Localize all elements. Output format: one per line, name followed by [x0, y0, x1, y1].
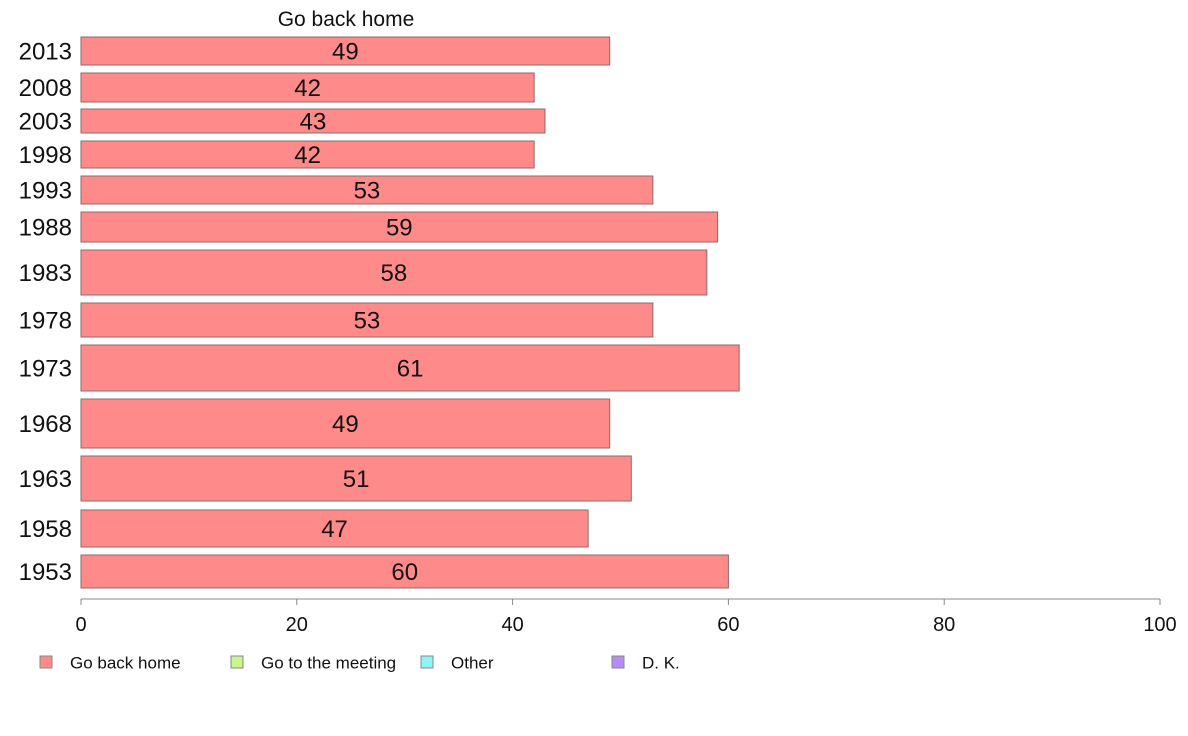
- category-label-1973: 1973: [19, 356, 72, 383]
- series-title: Go back home: [278, 8, 415, 31]
- bar-1978: [80, 302, 654, 338]
- bar-value-label-1998: 42: [294, 142, 321, 169]
- category-label-1963: 1963: [19, 466, 72, 493]
- bar-2008: [80, 72, 535, 103]
- category-label-2013: 2013: [19, 39, 72, 66]
- x-axis: 0 20 40 60 80 100: [75, 598, 1177, 636]
- legend: Go back home Go to the meeting Other D. K.: [39, 654, 680, 673]
- bar-value-label-1983: 58: [381, 260, 408, 287]
- legend-swatch-2: [230, 655, 244, 669]
- category-label-1958: 1958: [19, 516, 72, 543]
- bar-value-label-2008: 42: [294, 75, 321, 102]
- bar-2013: [80, 36, 611, 66]
- bar-1988: [80, 211, 719, 243]
- category-label-1968: 1968: [19, 411, 72, 438]
- x-tick-label-60: 60: [717, 614, 739, 636]
- legend-swatch-1: [39, 655, 53, 669]
- category-label-1993: 1993: [19, 178, 72, 205]
- bar-1973: [80, 344, 740, 392]
- x-tick-label-20: 20: [286, 614, 308, 636]
- category-label-1983: 1983: [19, 260, 72, 287]
- category-label-1988: 1988: [19, 215, 72, 242]
- legend-label-2: Go to the meeting: [261, 654, 396, 673]
- bar-value-label-2013: 49: [332, 39, 359, 66]
- bar-1958: [80, 509, 589, 548]
- legend-label-1: Go back home: [70, 654, 181, 673]
- bar-value-label-1963: 51: [343, 466, 370, 493]
- bar-1998: [80, 140, 535, 169]
- x-tick-label-40: 40: [501, 614, 523, 636]
- bar-2003: [80, 108, 546, 134]
- x-tick-label-0: 0: [75, 614, 86, 636]
- bar-1953: [80, 554, 729, 589]
- bar-value-label-1978: 53: [354, 308, 381, 335]
- bar-1963: [80, 455, 632, 502]
- bar-value-label-1958: 47: [321, 516, 348, 543]
- bar-value-label-2003: 43: [300, 109, 327, 136]
- x-tick-label-100: 100: [1143, 614, 1176, 636]
- category-label-1998: 1998: [19, 142, 72, 169]
- bar-1968: [80, 398, 611, 449]
- category-labels: 2013 2008 2003 1998 1993 1988 1983 1978 1973 1968…: [19, 39, 72, 587]
- legend-swatch-4: [611, 655, 625, 669]
- bar-value-label-1988: 59: [386, 215, 413, 242]
- legend-label-4: D. K.: [642, 654, 680, 673]
- category-label-1978: 1978: [19, 308, 72, 335]
- bar-value-label-1973: 61: [397, 356, 424, 383]
- category-label-2008: 2008: [19, 75, 72, 102]
- category-label-1953: 1953: [19, 559, 72, 586]
- x-tick-label-80: 80: [933, 614, 955, 636]
- bar-1993: [80, 175, 654, 205]
- bar-value-label-1993: 53: [354, 178, 381, 205]
- bar-value-label-1953: 60: [391, 559, 418, 586]
- bar-value-label-1968: 49: [332, 411, 359, 438]
- legend-swatch-3: [420, 655, 434, 669]
- bar-1983: [80, 249, 708, 296]
- legend-label-3: Other: [451, 654, 494, 673]
- category-label-2003: 2003: [19, 109, 72, 136]
